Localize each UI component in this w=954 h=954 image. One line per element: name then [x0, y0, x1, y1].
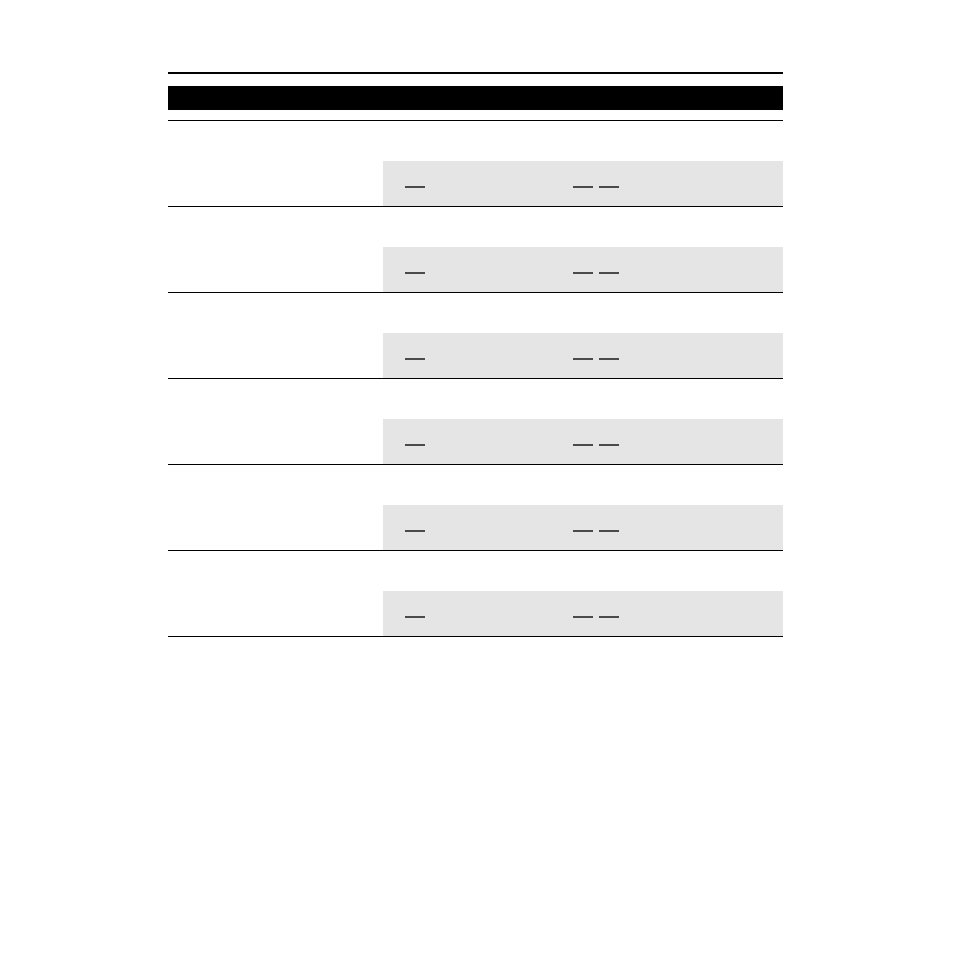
row-label-cell — [168, 207, 383, 292]
table-row — [168, 465, 783, 551]
row-bottom-half — [383, 161, 783, 206]
placeholder-dash-col1 — [405, 261, 425, 279]
row-data-cell — [383, 293, 783, 378]
dash-icon — [405, 272, 425, 274]
dash-icon — [405, 616, 425, 618]
row-data-cell — [383, 551, 783, 636]
dash-icon — [599, 530, 619, 532]
dash-icon — [573, 272, 593, 274]
row-top-half — [383, 207, 783, 247]
row-top-half — [383, 379, 783, 419]
placeholder-dash-col2 — [573, 347, 619, 365]
placeholder-dash-col1 — [405, 433, 425, 451]
placeholder-dash-col1 — [405, 519, 425, 537]
row-data-cell — [383, 207, 783, 292]
row-data-cell — [383, 465, 783, 550]
table-row — [168, 293, 783, 379]
dash-icon — [405, 444, 425, 446]
dash-icon — [573, 186, 593, 188]
placeholder-dash-col2 — [573, 519, 619, 537]
row-data-cell — [383, 379, 783, 464]
row-data-cell — [383, 121, 783, 206]
row-label-cell — [168, 551, 383, 636]
row-top-half — [383, 293, 783, 333]
row-label-cell — [168, 465, 383, 550]
row-bottom-half — [383, 247, 783, 292]
dash-icon — [599, 272, 619, 274]
dash-icon — [405, 358, 425, 360]
table-row — [168, 207, 783, 293]
dash-icon — [573, 530, 593, 532]
row-top-half — [383, 551, 783, 591]
placeholder-dash-col1 — [405, 347, 425, 365]
dash-icon — [599, 186, 619, 188]
dash-icon — [573, 616, 593, 618]
placeholder-dash-col1 — [405, 605, 425, 623]
dash-icon — [405, 530, 425, 532]
placeholder-dash-col1 — [405, 175, 425, 193]
row-label-cell — [168, 379, 383, 464]
row-label-cell — [168, 293, 383, 378]
placeholder-dash-col2 — [573, 175, 619, 193]
row-top-half — [383, 121, 783, 161]
placeholder-dash-col2 — [573, 433, 619, 451]
dash-icon — [405, 186, 425, 188]
row-bottom-half — [383, 333, 783, 378]
dash-icon — [573, 444, 593, 446]
dash-icon — [573, 358, 593, 360]
row-label-cell — [168, 121, 383, 206]
dash-icon — [599, 616, 619, 618]
table-header-bar — [168, 86, 783, 110]
row-bottom-half — [383, 591, 783, 636]
table — [168, 72, 783, 637]
row-bottom-half — [383, 419, 783, 464]
table-row — [168, 379, 783, 465]
placeholder-dash-col2 — [573, 605, 619, 623]
page — [0, 0, 954, 954]
table-row — [168, 551, 783, 637]
table-top-rule — [168, 72, 783, 74]
dash-icon — [599, 444, 619, 446]
table-row — [168, 120, 783, 207]
dash-icon — [599, 358, 619, 360]
row-bottom-half — [383, 505, 783, 550]
row-top-half — [383, 465, 783, 505]
placeholder-dash-col2 — [573, 261, 619, 279]
